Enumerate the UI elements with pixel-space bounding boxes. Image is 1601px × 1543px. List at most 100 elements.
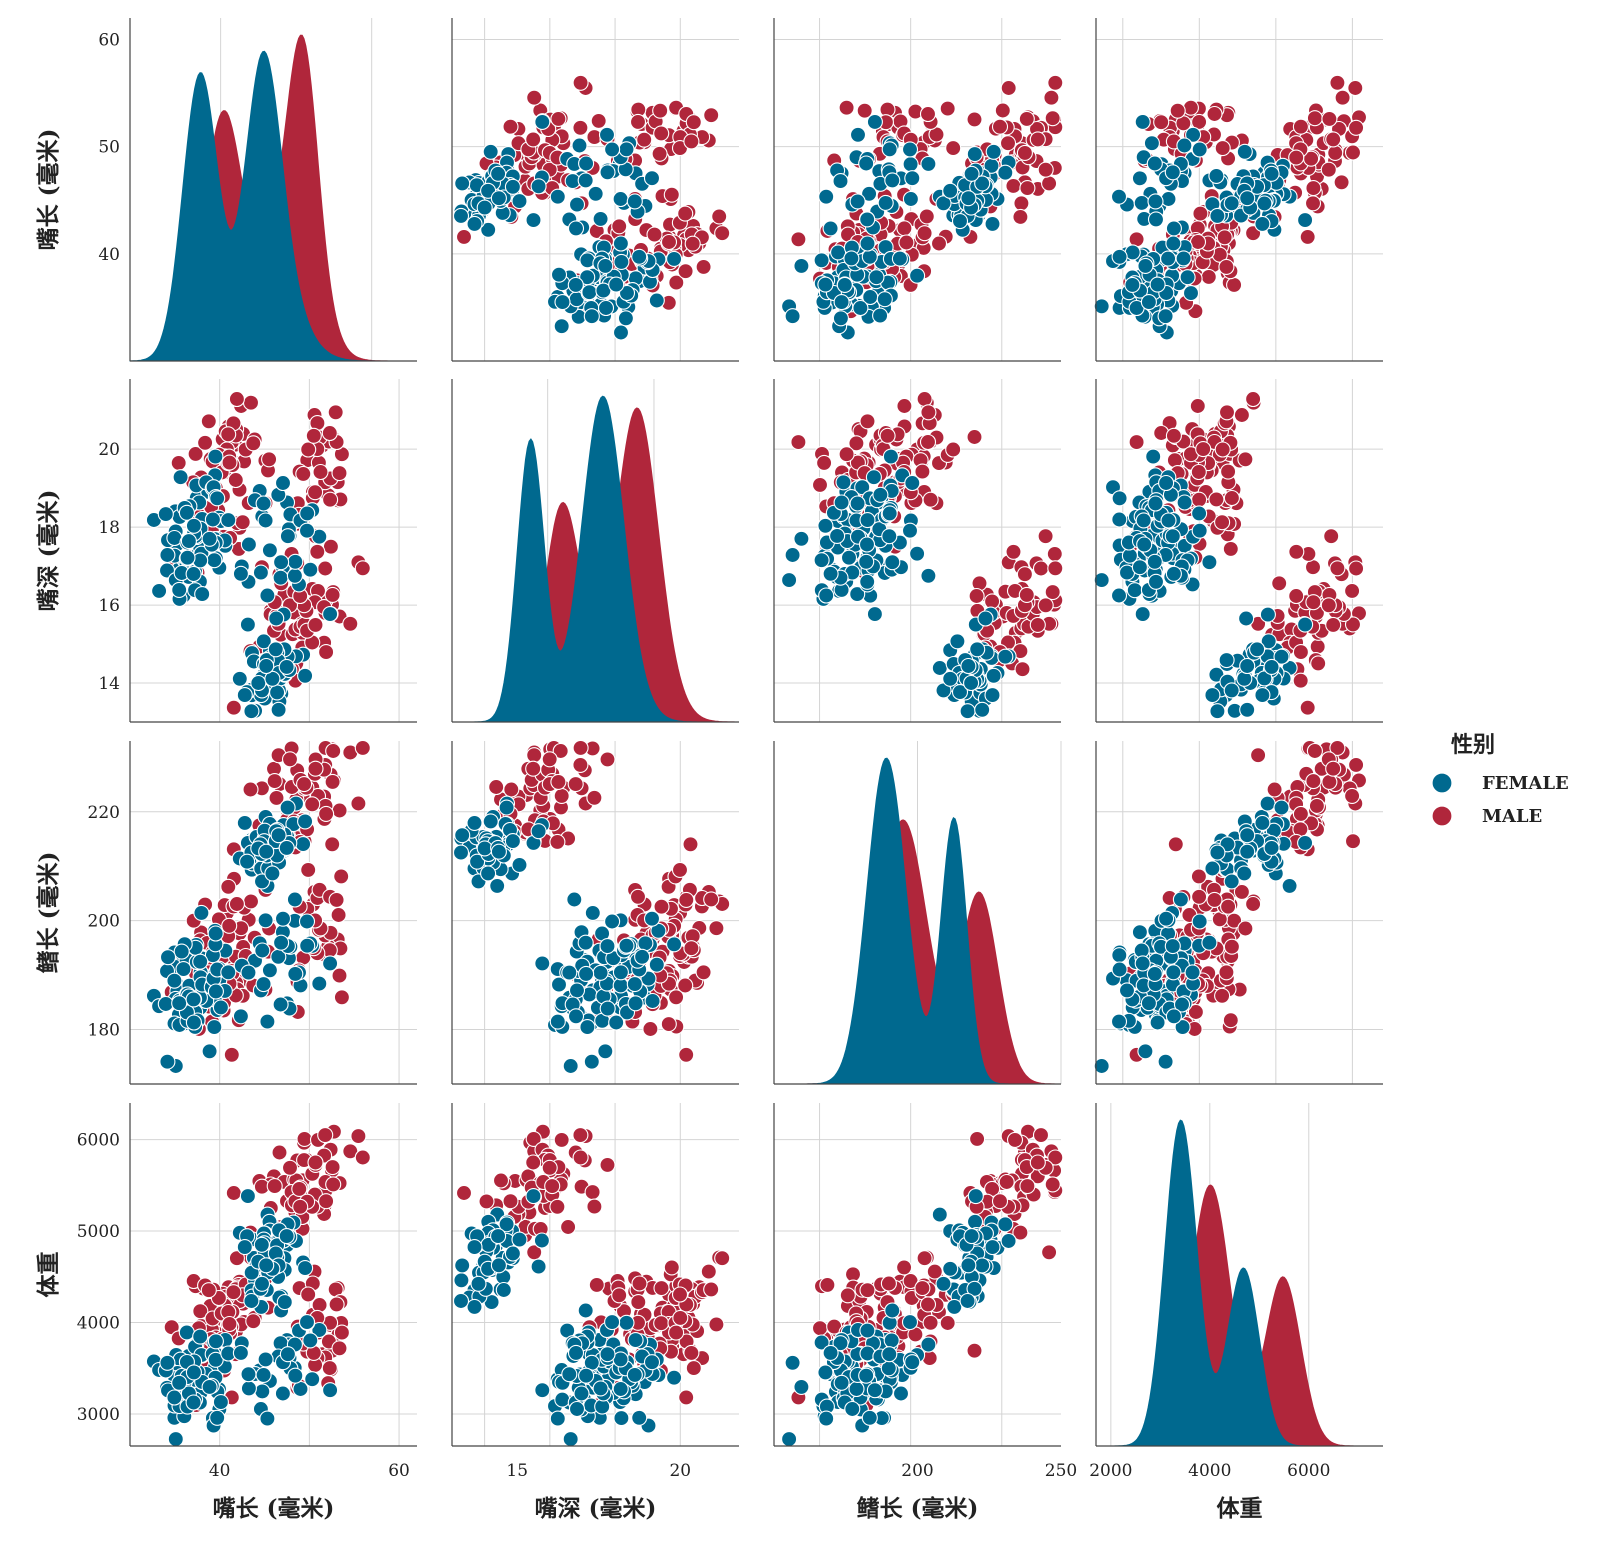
scatter-point [304, 1371, 321, 1388]
legend-label-female: FEMALE [1482, 773, 1569, 794]
scatter-point [511, 856, 528, 873]
scatter-point [530, 178, 547, 195]
scatter-point [1147, 573, 1165, 590]
scatter-point [636, 131, 653, 148]
scatter-point [1016, 566, 1033, 583]
scatter-point [584, 1184, 601, 1201]
scatter-point [613, 253, 630, 270]
scatter-point [781, 1431, 798, 1448]
scatter-point [504, 1245, 521, 1262]
scatter-point [861, 248, 878, 265]
scatter-point [212, 999, 229, 1016]
scatter-point [1191, 113, 1208, 130]
scatter-point [317, 1127, 334, 1144]
scatter-point [302, 1332, 319, 1349]
scatter-point [884, 1302, 901, 1319]
scatter-point [1134, 606, 1151, 623]
scatter-point [1111, 511, 1128, 528]
scatter-point [963, 674, 980, 692]
scatter-point [1143, 135, 1160, 152]
scatter-point [1012, 1224, 1029, 1241]
scatter-point [525, 760, 542, 777]
scatter-point [839, 1287, 856, 1304]
scatter-point [939, 100, 956, 117]
scatter-point [1190, 463, 1207, 481]
scatter-point [663, 1259, 680, 1276]
scatter-point [259, 1410, 276, 1427]
scatter-point [677, 205, 694, 222]
scatter-point [296, 1130, 313, 1147]
scatter-point [480, 221, 497, 238]
scatter-point [225, 1284, 242, 1301]
scatter-point [644, 992, 661, 1010]
scatter-point [781, 572, 798, 589]
scatter-point [909, 545, 926, 562]
scatter-point [811, 1320, 829, 1337]
x-axis-label: 嘴长 (毫米) [213, 1495, 335, 1522]
scatter-point [904, 170, 921, 187]
scatter-point [232, 1344, 249, 1361]
scatter-point [1239, 190, 1256, 207]
scatter-point [489, 877, 506, 894]
scatter-point [266, 1178, 283, 1195]
scatter-point [1245, 895, 1262, 913]
scatter-point [321, 1360, 338, 1377]
scatter-point [534, 955, 551, 972]
scatter-point [1250, 747, 1267, 764]
scatter-point [840, 549, 858, 566]
scatter-point [1237, 920, 1254, 937]
scatter-point [1304, 559, 1322, 576]
scatter-point [599, 751, 616, 768]
scatter-point [498, 1216, 515, 1233]
scatter-point [354, 1149, 371, 1166]
scatter-point [324, 836, 341, 853]
scatter-point [653, 125, 670, 142]
scatter-point [1263, 839, 1280, 856]
scatter-point [254, 942, 271, 959]
scatter-point [583, 308, 600, 325]
scatter-point [1165, 427, 1182, 444]
scatter-point [225, 1184, 242, 1202]
scatter-point [259, 1013, 276, 1030]
scatter-point [331, 802, 348, 819]
scatter-point [220, 426, 237, 443]
scatter-point [480, 865, 497, 882]
scatter-point [1126, 582, 1143, 599]
scatter-point [1000, 1232, 1017, 1250]
scatter-point [700, 1263, 717, 1280]
scatter-point [858, 553, 875, 570]
scatter-point [586, 1198, 603, 1215]
scatter-point [1297, 834, 1314, 851]
scatter-point [793, 530, 810, 547]
scatter-point [1288, 543, 1305, 560]
scatter-point [663, 186, 680, 203]
x-axis-label: 嘴深 (毫米) [535, 1495, 657, 1522]
scatter-point [1147, 193, 1164, 210]
scatter-point [270, 701, 287, 718]
scatter-point [302, 561, 319, 578]
scatter-point [898, 234, 915, 251]
scatter-point [281, 1159, 299, 1176]
scatter-point [1209, 703, 1226, 720]
scatter-point [859, 1282, 876, 1299]
scatter-point [550, 266, 568, 283]
scatter-point [935, 195, 952, 212]
scatter-point [642, 1020, 659, 1038]
scatter-point [703, 107, 720, 124]
scatter-point [328, 891, 345, 908]
scatter-point [1140, 294, 1157, 311]
scatter-point [631, 248, 648, 265]
scatter-point [844, 1266, 862, 1283]
scatter-point [1169, 102, 1186, 119]
scatter-point [653, 1315, 670, 1332]
panel-1-3 [1093, 379, 1383, 723]
scatter-point [225, 699, 242, 716]
scatter-point [939, 1314, 956, 1332]
scatter-point [157, 506, 174, 523]
scatter-point [541, 751, 558, 768]
scatter-point [651, 145, 668, 162]
scatter-point [1192, 205, 1209, 222]
scatter-point [490, 1228, 507, 1245]
scatter-point [1333, 174, 1350, 191]
